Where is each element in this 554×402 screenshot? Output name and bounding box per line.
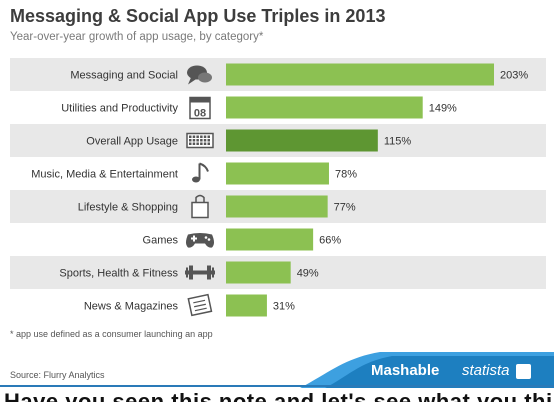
category-label: Games bbox=[143, 235, 179, 247]
value-label: 66% bbox=[319, 235, 341, 247]
value-label: 149% bbox=[429, 103, 457, 115]
footer-swoosh bbox=[325, 356, 554, 388]
statista-logo-icon bbox=[516, 364, 531, 379]
bar bbox=[226, 294, 267, 317]
bar bbox=[226, 162, 329, 185]
bars bbox=[226, 63, 494, 317]
bar bbox=[226, 261, 291, 284]
value-label: 203% bbox=[500, 70, 528, 82]
footer-banner bbox=[0, 352, 554, 388]
music-note-icon bbox=[192, 162, 209, 183]
bar bbox=[226, 96, 423, 119]
value-label: 115% bbox=[384, 136, 412, 148]
bar bbox=[226, 129, 378, 152]
calendar-icon: 08 bbox=[189, 96, 211, 120]
dumbbell-icon bbox=[185, 265, 215, 280]
category-label: News & Magazines bbox=[84, 301, 179, 313]
value-label: 31% bbox=[273, 301, 295, 313]
value-label: 77% bbox=[334, 202, 356, 214]
source-note: Source: Flurry Analytics bbox=[10, 370, 105, 380]
value-label: 78% bbox=[335, 169, 357, 181]
category-labels: Messaging and Social Utilities and Produc… bbox=[31, 70, 178, 313]
chart-title: Messaging & Social App Use Triples in 20… bbox=[10, 6, 386, 26]
gamepad-icon bbox=[186, 233, 214, 248]
category-icons: 08 bbox=[185, 65, 215, 317]
mashable-logo: Mashable bbox=[371, 362, 440, 379]
keyboard-icon bbox=[186, 132, 214, 149]
chart-subtitle: Year-over-year growth of app usage, by c… bbox=[10, 31, 264, 43]
bar bbox=[226, 195, 328, 218]
category-label: Messaging and Social bbox=[70, 70, 178, 82]
category-label: Sports, Health & Fitness bbox=[59, 268, 178, 280]
category-label: Utilities and Productivity bbox=[61, 103, 178, 115]
category-label: Lifestyle & Shopping bbox=[78, 202, 178, 214]
svg-text:08: 08 bbox=[194, 108, 206, 120]
value-labels: 203% 149% 115% 78% 77% 66% 49% 31% bbox=[273, 70, 528, 313]
category-label: Overall App Usage bbox=[86, 136, 178, 148]
value-label: 49% bbox=[297, 268, 319, 280]
statista-logo: statista bbox=[462, 362, 510, 379]
newspaper-icon bbox=[187, 293, 213, 317]
speech-bubble-icon bbox=[187, 65, 212, 85]
footnote: * app use defined as a consumer launchin… bbox=[10, 329, 213, 339]
cropped-text-fragment: Have you seen this note and let's see wh… bbox=[0, 388, 554, 402]
category-label: Music, Media & Entertainment bbox=[31, 169, 178, 181]
bar bbox=[226, 228, 314, 251]
shopping-bag-icon bbox=[191, 194, 209, 219]
bar bbox=[226, 63, 494, 86]
cropped-text: Have you seen this note and let's see wh… bbox=[4, 389, 554, 402]
